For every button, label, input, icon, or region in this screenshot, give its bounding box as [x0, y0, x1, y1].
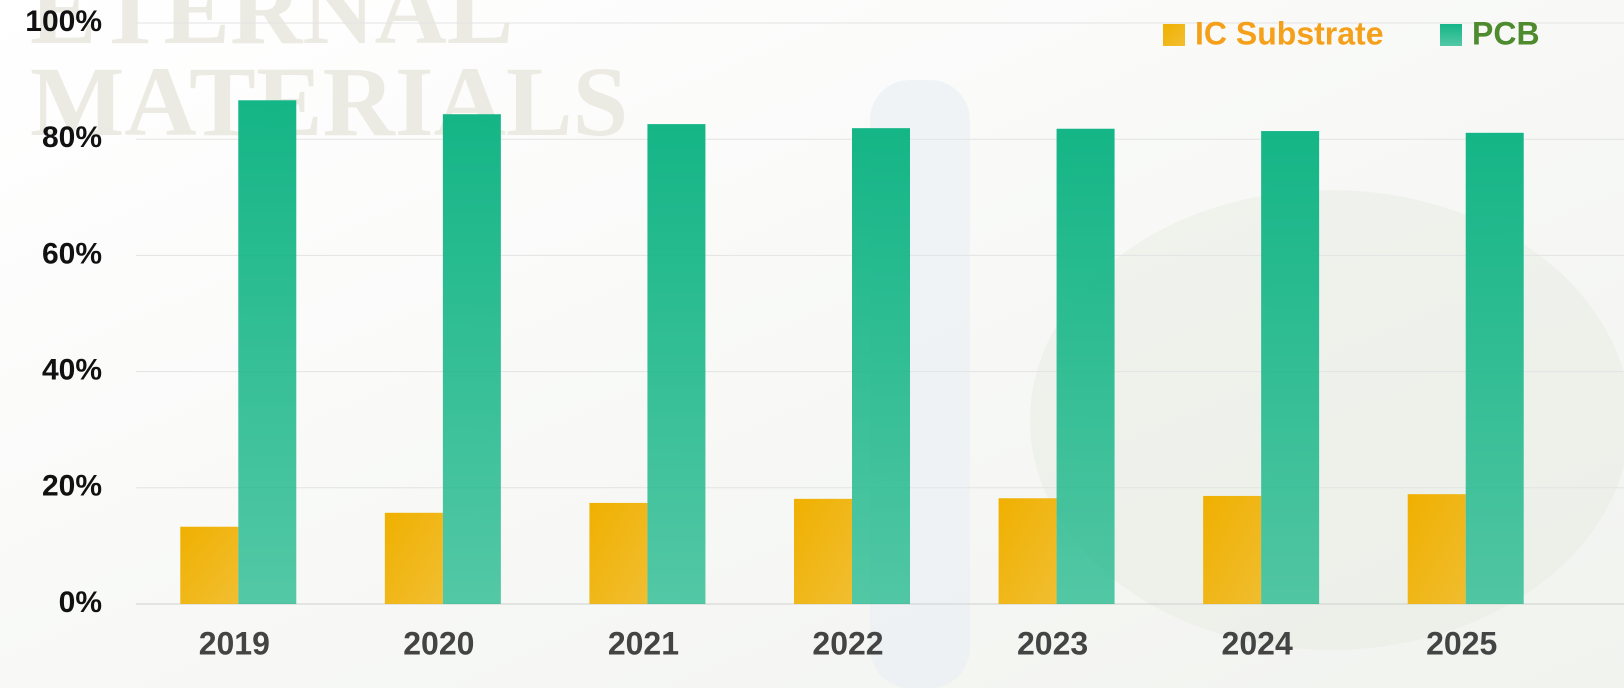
x-tick-label: 2021: [608, 625, 679, 661]
x-tick-label: 2020: [403, 625, 474, 661]
x-tick-label: 2019: [199, 625, 270, 661]
y-tick-label: 60%: [42, 237, 102, 270]
bar: [794, 499, 852, 604]
x-tick-label: 2025: [1426, 625, 1497, 661]
bar: [443, 114, 501, 604]
y-tick-label: 100%: [25, 5, 102, 38]
bar: [1408, 494, 1466, 604]
bar: [852, 128, 910, 604]
y-tick-label: 40%: [42, 354, 102, 387]
bar: [1057, 129, 1115, 604]
watermark: MATERIALS: [30, 46, 628, 157]
bar: [647, 124, 705, 604]
bar: [589, 503, 647, 604]
bar: [1261, 131, 1319, 604]
bar: [180, 527, 238, 604]
bar: [385, 513, 443, 604]
bar: [1203, 496, 1261, 604]
y-tick-label: 80%: [42, 121, 102, 154]
chart: ETERNAL MATERIALS 0%20%40%60%80%100%2019…: [0, 0, 1624, 688]
bar: [238, 100, 296, 604]
y-tick-label: 20%: [42, 470, 102, 503]
background-shape: [1030, 190, 1624, 650]
bar: [1466, 133, 1524, 604]
x-tick-label: 2022: [812, 625, 883, 661]
legend-label: PCB: [1472, 15, 1540, 51]
legend-label: IC Substrate: [1195, 15, 1383, 51]
y-tick-label: 0%: [59, 586, 102, 619]
legend-swatch: [1163, 24, 1185, 46]
x-tick-label: 2024: [1222, 625, 1293, 661]
bar: [999, 498, 1057, 604]
x-tick-label: 2023: [1017, 625, 1088, 661]
legend-swatch: [1440, 24, 1462, 46]
